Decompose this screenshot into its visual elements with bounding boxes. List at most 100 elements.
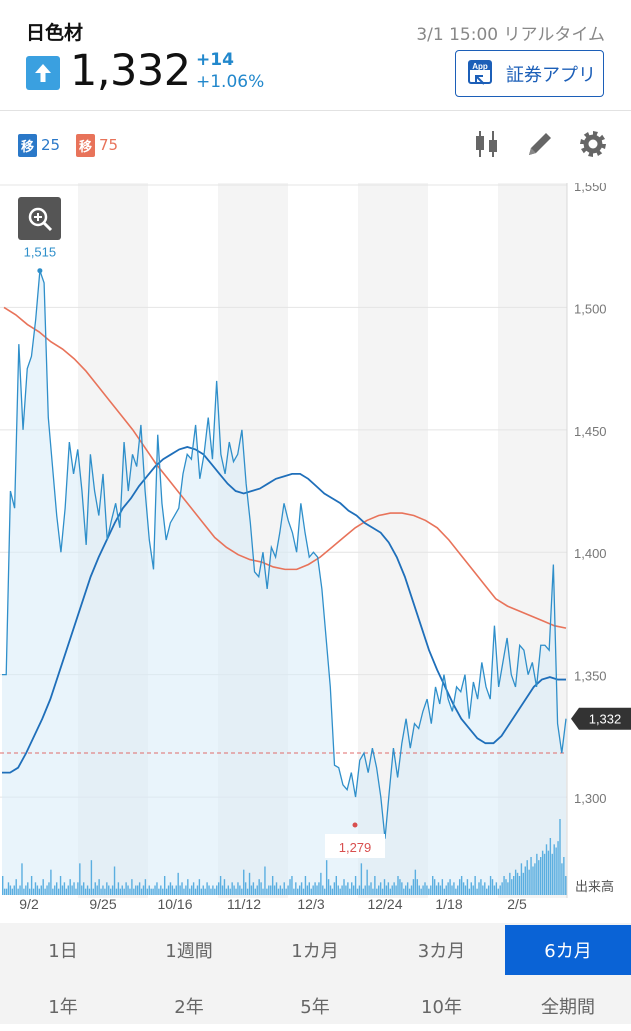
volume-bar [374, 876, 376, 895]
volume-bar [314, 882, 316, 895]
volume-bar [135, 885, 137, 895]
volume-bar [75, 888, 77, 895]
volume-bar [181, 882, 183, 895]
volume-bar [408, 888, 411, 895]
volume-bar [298, 885, 301, 895]
ma75-line [3, 306, 567, 629]
period-10y[interactable]: 10年 [421, 997, 462, 1018]
period-2y[interactable]: 2年 [174, 997, 204, 1018]
period-1d[interactable]: 1日 [48, 941, 78, 962]
volume-bar [418, 885, 420, 895]
volume-bar [19, 885, 21, 895]
volume-bar [514, 869, 517, 895]
volume-bar [329, 885, 332, 895]
volume-bar [368, 885, 370, 895]
volume-bar [352, 885, 355, 895]
volume-bar [46, 885, 48, 895]
volume-bar [77, 882, 79, 895]
volume-bar [268, 885, 270, 895]
volume-bar [133, 888, 135, 895]
volume-bar [472, 885, 474, 895]
volume-bar [499, 885, 501, 895]
volume-bar [487, 885, 490, 895]
volume-bar [416, 879, 418, 895]
volume-bar [478, 882, 480, 895]
volume-bar [270, 885, 272, 895]
volume-bar [430, 885, 432, 895]
period-1w[interactable]: 1週間 [165, 941, 213, 962]
volume-bar [443, 888, 445, 895]
volume-bar [324, 888, 326, 895]
period-1m[interactable]: 1カ月 [291, 941, 339, 962]
volume-bar [345, 885, 347, 895]
volume-label: 出来高 [575, 879, 614, 894]
volume-bar [511, 879, 513, 895]
volume-bar [395, 885, 397, 895]
volume-bar [54, 885, 56, 895]
volume-bar [67, 885, 69, 895]
volume-bar [370, 882, 372, 895]
volume-bar [389, 888, 391, 895]
price-change-percent: +1.06% [196, 72, 265, 92]
volume-bar [484, 882, 486, 895]
period-1y[interactable]: 1年 [48, 997, 78, 1018]
volume-bar [553, 844, 555, 895]
volume-bar [275, 882, 278, 895]
period-selector: 1日 1週間 1カ月 3カ月 6カ月 1年 2年 5年 10年 全期間 [0, 923, 631, 1024]
x-tick-label: 9/2 [19, 896, 39, 912]
volume-bar [320, 872, 322, 895]
volume-bar [513, 876, 515, 895]
volume-bar [482, 885, 484, 895]
stock-name: 日色材 [26, 22, 84, 44]
volume-bar [63, 882, 66, 895]
volume-bar [94, 882, 96, 895]
volume-bar [11, 888, 14, 895]
y-tick-label: 1,300 [574, 791, 607, 806]
volume-bar [9, 885, 12, 895]
volume-bar [100, 888, 102, 895]
ma25-legend: 移 25 [18, 133, 60, 157]
volume-bar [229, 888, 231, 895]
volume-bar [79, 863, 81, 895]
volume-bar [237, 882, 239, 895]
period-all[interactable]: 全期間 [541, 997, 595, 1018]
volume-bar [69, 879, 71, 895]
volume-bar [38, 888, 41, 895]
volume-bar [405, 885, 407, 895]
volume-bar [163, 876, 166, 895]
volume-bar [561, 863, 563, 895]
volume-bar [285, 888, 287, 895]
volume-bar [304, 876, 307, 895]
gear-icon[interactable] [576, 127, 610, 161]
volume-bar [289, 879, 291, 895]
volume-bar [507, 882, 509, 895]
volume-bar [44, 888, 46, 895]
volume-bar [202, 885, 204, 895]
volume-bar [322, 885, 324, 895]
period-3m[interactable]: 3カ月 [417, 941, 466, 962]
price-chart[interactable]: 1,550 1,500 1,450 1,400 1,350 1,300 9/2 9/25 10/… [0, 179, 631, 923]
price-change: +14 [196, 50, 234, 70]
pencil-icon[interactable] [523, 127, 557, 161]
current-price-label: 1,332 [589, 712, 622, 727]
volume-bar [383, 879, 386, 895]
period-5y[interactable]: 5年 [300, 997, 330, 1018]
candlestick-icon[interactable] [470, 127, 504, 161]
y-tick-label: 1,400 [574, 546, 607, 561]
volume-bar [420, 888, 422, 895]
ma75-value: 75 [99, 136, 119, 154]
volume-bar [34, 882, 37, 895]
volume-bar [470, 882, 472, 895]
volume-bar [447, 882, 449, 895]
volume-bar [455, 888, 457, 895]
period-6m[interactable]: 6カ月 [505, 925, 631, 975]
securities-app-button[interactable]: App 証券アプリ [455, 50, 604, 97]
volume-bar [260, 882, 262, 895]
volume-bar [227, 885, 230, 895]
volume-bar [235, 888, 237, 895]
volume-bar [351, 882, 353, 895]
volume-bar [162, 888, 164, 895]
volume-bar [121, 885, 123, 895]
volume-bar [428, 888, 430, 895]
zoom-button[interactable] [18, 197, 61, 240]
